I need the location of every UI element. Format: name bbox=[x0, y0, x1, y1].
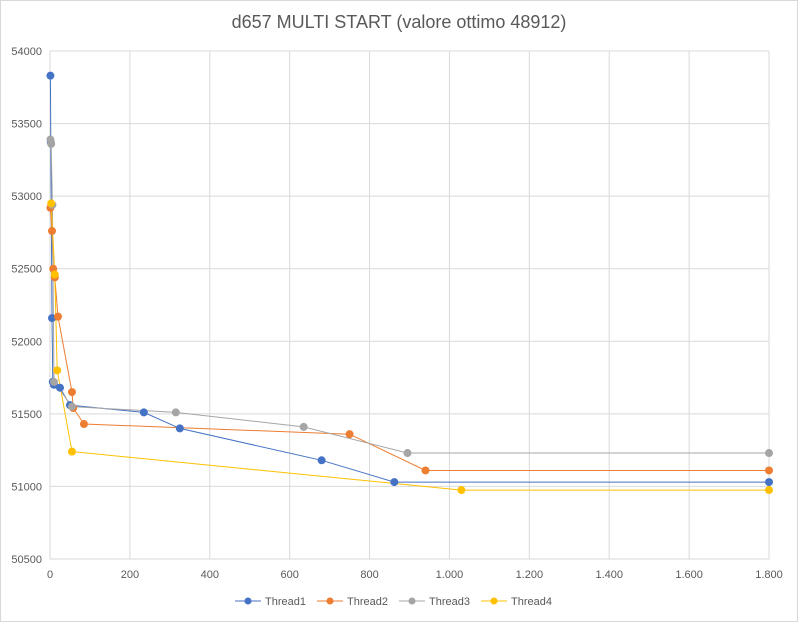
legend-label-thread2: Thread2 bbox=[347, 596, 388, 608]
data-point-thread1 bbox=[390, 478, 399, 487]
data-point-thread4 bbox=[765, 486, 773, 495]
data-point-thread1 bbox=[55, 383, 64, 392]
legend-marker-thread4 bbox=[490, 597, 498, 605]
data-point-thread1 bbox=[46, 71, 55, 80]
data-point-thread4 bbox=[50, 270, 59, 279]
series-line-thread1 bbox=[49, 75, 769, 483]
legend-marker-thread3 bbox=[408, 597, 416, 605]
axis-labels: 50500 51000 51500 52000 52500 53000 53500 54000… bbox=[11, 46, 782, 581]
y-tick-label: 53500 bbox=[11, 119, 42, 131]
legend-label-thread1: Thread1 bbox=[265, 596, 306, 608]
y-tick-label: 54000 bbox=[11, 46, 42, 58]
data-point-thread3 bbox=[403, 449, 412, 458]
x-tick-label: 1.600 bbox=[675, 569, 703, 581]
legend-marker-thread1 bbox=[244, 597, 252, 605]
chart-title: d657 MULTI START (valore ottimo 48912) bbox=[231, 12, 567, 32]
grid-lines bbox=[49, 50, 770, 560]
data-point-thread2 bbox=[53, 312, 62, 321]
series-line-thread2 bbox=[49, 207, 769, 471]
data-point-thread1 bbox=[47, 314, 56, 323]
x-tick-label: 1.800 bbox=[755, 569, 783, 581]
data-point-thread3 bbox=[765, 449, 773, 458]
data-point-thread2 bbox=[421, 466, 430, 475]
x-tick-label: 800 bbox=[360, 569, 378, 581]
x-tick-label: 200 bbox=[121, 569, 139, 581]
data-point-thread1 bbox=[317, 456, 326, 465]
x-tick-label: 600 bbox=[280, 569, 298, 581]
data-point-thread2 bbox=[47, 226, 56, 235]
series-layer bbox=[46, 71, 773, 495]
x-tick-label: 1.200 bbox=[516, 569, 544, 581]
data-point-thread1 bbox=[765, 478, 773, 487]
data-point-thread4 bbox=[47, 199, 56, 208]
y-tick-label: 51000 bbox=[11, 481, 42, 493]
data-point-thread2 bbox=[67, 388, 76, 397]
data-point-thread3 bbox=[171, 408, 180, 417]
data-point-thread3 bbox=[67, 402, 76, 411]
series-line-thread3 bbox=[49, 139, 769, 454]
legend: Thread1 Thread2 Thread3 Thread4 bbox=[235, 596, 552, 608]
data-point-thread1 bbox=[175, 424, 184, 433]
y-tick-label: 51500 bbox=[11, 409, 42, 421]
y-tick-label: 53000 bbox=[11, 191, 42, 203]
data-point-thread2 bbox=[345, 430, 354, 439]
data-point-thread4 bbox=[53, 366, 62, 375]
data-point-thread4 bbox=[67, 447, 76, 456]
data-point-thread3 bbox=[49, 377, 58, 386]
data-point-thread2 bbox=[79, 420, 88, 429]
legend-label-thread4: Thread4 bbox=[511, 596, 552, 608]
y-tick-label: 50500 bbox=[11, 554, 42, 566]
x-tick-label: 1.000 bbox=[436, 569, 464, 581]
x-tick-label: 400 bbox=[201, 569, 219, 581]
series-line-thread4 bbox=[50, 203, 769, 491]
legend-label-thread3: Thread3 bbox=[429, 596, 470, 608]
y-tick-label: 52000 bbox=[11, 336, 42, 348]
data-point-thread2 bbox=[765, 466, 773, 475]
data-point-thread1 bbox=[139, 408, 148, 417]
data-point-thread4 bbox=[457, 486, 466, 495]
data-point-thread3 bbox=[47, 139, 56, 148]
x-tick-label: 0 bbox=[47, 569, 53, 581]
data-point-thread3 bbox=[299, 422, 308, 431]
x-tick-label: 1.400 bbox=[595, 569, 623, 581]
y-tick-label: 52500 bbox=[11, 264, 42, 276]
legend-marker-thread2 bbox=[326, 597, 334, 605]
